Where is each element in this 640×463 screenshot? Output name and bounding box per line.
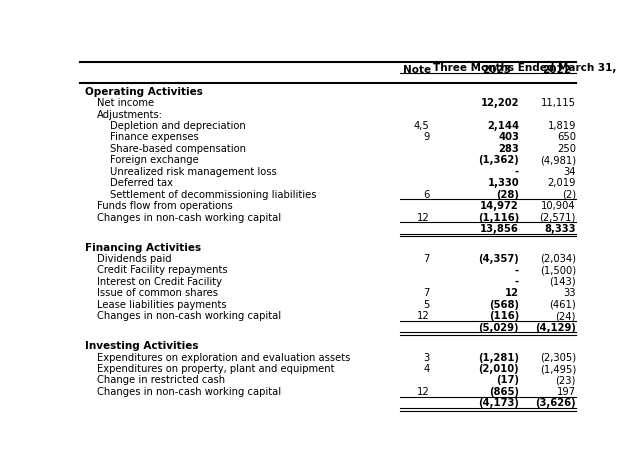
Text: (1,500): (1,500) bbox=[540, 265, 576, 275]
Text: Changes in non-cash working capital: Changes in non-cash working capital bbox=[97, 386, 282, 396]
Text: Financing Activities: Financing Activities bbox=[85, 242, 201, 252]
Text: 33: 33 bbox=[563, 288, 576, 298]
Text: (143): (143) bbox=[549, 276, 576, 286]
Text: Funds flow from operations: Funds flow from operations bbox=[97, 200, 233, 211]
Text: Changes in non-cash working capital: Changes in non-cash working capital bbox=[97, 212, 282, 222]
Text: (865): (865) bbox=[489, 386, 519, 396]
Text: 7: 7 bbox=[423, 288, 429, 298]
Text: (116): (116) bbox=[489, 311, 519, 320]
Text: Dividends paid: Dividends paid bbox=[97, 253, 172, 263]
Text: 12: 12 bbox=[417, 212, 429, 222]
Text: 2022: 2022 bbox=[541, 65, 571, 75]
Text: (568): (568) bbox=[489, 299, 519, 309]
Text: 12: 12 bbox=[505, 288, 519, 298]
Text: (28): (28) bbox=[496, 189, 519, 199]
Text: (4,129): (4,129) bbox=[535, 322, 576, 332]
Text: 7: 7 bbox=[423, 253, 429, 263]
Text: Expenditures on property, plant and equipment: Expenditures on property, plant and equi… bbox=[97, 363, 335, 373]
Text: 3: 3 bbox=[424, 352, 429, 362]
Text: -: - bbox=[515, 166, 519, 176]
Text: (2,305): (2,305) bbox=[540, 352, 576, 362]
Text: Issue of common shares: Issue of common shares bbox=[97, 288, 218, 298]
Text: (4,357): (4,357) bbox=[478, 253, 519, 263]
Text: Note: Note bbox=[403, 65, 431, 75]
Text: Adjustments:: Adjustments: bbox=[97, 109, 163, 119]
Text: 13,856: 13,856 bbox=[480, 224, 519, 233]
Text: (17): (17) bbox=[496, 375, 519, 385]
Text: 2,019: 2,019 bbox=[547, 178, 576, 188]
Text: -: - bbox=[515, 276, 519, 286]
Text: Depletion and depreciation: Depletion and depreciation bbox=[110, 121, 246, 131]
Text: (2): (2) bbox=[562, 189, 576, 199]
Text: 14,972: 14,972 bbox=[480, 200, 519, 211]
Text: Interest on Credit Facility: Interest on Credit Facility bbox=[97, 276, 222, 286]
Text: Net income: Net income bbox=[97, 98, 154, 108]
Text: 403: 403 bbox=[498, 132, 519, 142]
Text: Change in restricted cash: Change in restricted cash bbox=[97, 375, 225, 385]
Text: 34: 34 bbox=[563, 166, 576, 176]
Text: Changes in non-cash working capital: Changes in non-cash working capital bbox=[97, 311, 282, 320]
Text: Three Months Ended March 31,: Three Months Ended March 31, bbox=[433, 63, 617, 73]
Text: 6: 6 bbox=[423, 189, 429, 199]
Text: -: - bbox=[515, 265, 519, 275]
Text: (23): (23) bbox=[556, 375, 576, 385]
Text: 10,904: 10,904 bbox=[541, 200, 576, 211]
Text: (1,281): (1,281) bbox=[478, 352, 519, 362]
Text: Lease liabilities payments: Lease liabilities payments bbox=[97, 299, 227, 309]
Text: Deferred tax: Deferred tax bbox=[110, 178, 173, 188]
Text: (4,173): (4,173) bbox=[478, 397, 519, 407]
Text: (2,034): (2,034) bbox=[540, 253, 576, 263]
Text: 5: 5 bbox=[423, 299, 429, 309]
Text: Settlement of decommissioning liabilities: Settlement of decommissioning liabilitie… bbox=[110, 189, 316, 199]
Text: 9: 9 bbox=[423, 132, 429, 142]
Text: 12: 12 bbox=[417, 386, 429, 396]
Text: Investing Activities: Investing Activities bbox=[85, 340, 198, 350]
Text: 4: 4 bbox=[424, 363, 429, 373]
Text: (3,626): (3,626) bbox=[536, 397, 576, 407]
Text: (1,495): (1,495) bbox=[540, 363, 576, 373]
Text: Finance expenses: Finance expenses bbox=[110, 132, 198, 142]
Text: Share-based compensation: Share-based compensation bbox=[110, 144, 246, 154]
Text: (5,029): (5,029) bbox=[479, 322, 519, 332]
Text: (24): (24) bbox=[556, 311, 576, 320]
Text: Operating Activities: Operating Activities bbox=[85, 87, 203, 97]
Text: (2,010): (2,010) bbox=[478, 363, 519, 373]
Text: 283: 283 bbox=[498, 144, 519, 154]
Text: (2,571): (2,571) bbox=[540, 212, 576, 222]
Text: Expenditures on exploration and evaluation assets: Expenditures on exploration and evaluati… bbox=[97, 352, 351, 362]
Text: 2023: 2023 bbox=[482, 65, 511, 75]
Text: 12,202: 12,202 bbox=[481, 98, 519, 108]
Text: 2,144: 2,144 bbox=[487, 121, 519, 131]
Text: Foreign exchange: Foreign exchange bbox=[110, 155, 198, 165]
Text: 250: 250 bbox=[557, 144, 576, 154]
Text: 12: 12 bbox=[417, 311, 429, 320]
Text: 11,115: 11,115 bbox=[541, 98, 576, 108]
Text: Credit Facility repayments: Credit Facility repayments bbox=[97, 265, 228, 275]
Text: (461): (461) bbox=[549, 299, 576, 309]
Text: Unrealized risk management loss: Unrealized risk management loss bbox=[110, 166, 276, 176]
Text: 650: 650 bbox=[557, 132, 576, 142]
Text: 1,819: 1,819 bbox=[547, 121, 576, 131]
Text: 197: 197 bbox=[557, 386, 576, 396]
Text: 1,330: 1,330 bbox=[487, 178, 519, 188]
Text: (4,981): (4,981) bbox=[540, 155, 576, 165]
Text: 4,5: 4,5 bbox=[414, 121, 429, 131]
Text: 8,333: 8,333 bbox=[545, 224, 576, 233]
Text: (1,116): (1,116) bbox=[477, 212, 519, 222]
Text: (1,362): (1,362) bbox=[478, 155, 519, 165]
